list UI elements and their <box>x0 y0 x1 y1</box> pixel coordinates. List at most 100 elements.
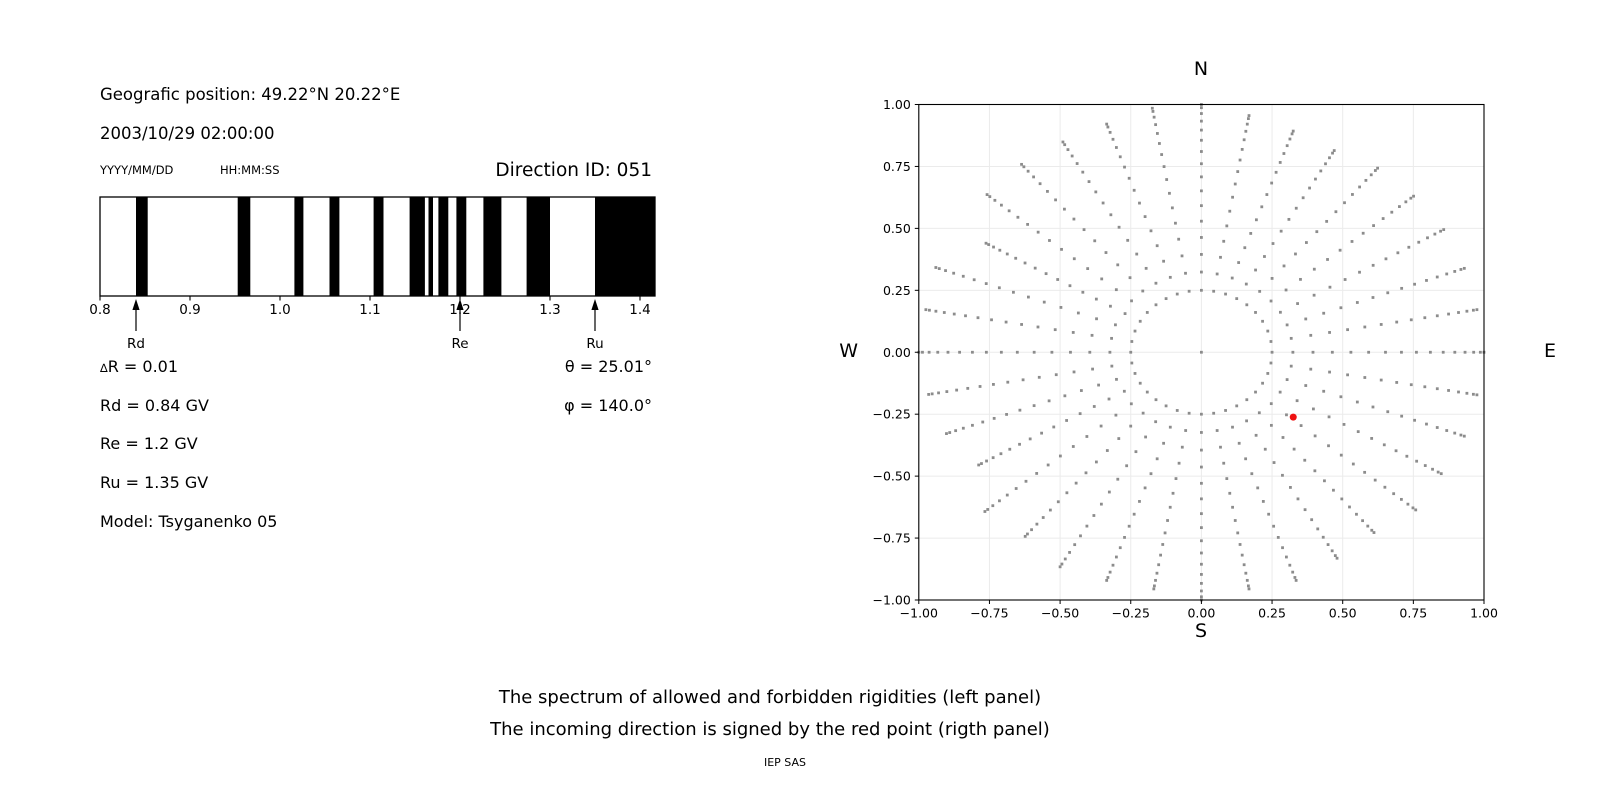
grid-dot <box>1330 350 1334 354</box>
grid-dot <box>1008 447 1012 451</box>
grid-dot <box>1303 508 1307 512</box>
grid-dot <box>1333 554 1337 558</box>
grid-dot <box>1406 502 1410 506</box>
grid-dot <box>1343 278 1347 281</box>
grid-dot <box>1054 198 1057 202</box>
grid-dot <box>1335 556 1339 560</box>
grid-dot <box>1222 461 1226 465</box>
grid-dot <box>1123 312 1127 316</box>
grid-dot <box>1111 563 1115 567</box>
grid-dot <box>1382 443 1386 447</box>
y-tick-label: −1.00 <box>872 593 910 608</box>
grid-dot <box>1270 277 1274 280</box>
grid-dot <box>1471 308 1475 312</box>
grid-dot <box>1279 229 1283 233</box>
grid-dot <box>1082 228 1086 232</box>
grid-dot <box>1069 350 1072 354</box>
grid-dot <box>1063 394 1067 398</box>
grid-dot <box>1373 478 1377 482</box>
allowed-band <box>594 197 655 296</box>
grid-dot <box>1260 205 1264 209</box>
cutoff-arrow-head <box>132 299 140 310</box>
grid-dot <box>992 382 995 386</box>
grid-dot <box>1331 151 1334 155</box>
grid-dot <box>1339 453 1343 457</box>
grid-dot <box>1425 422 1428 426</box>
grid-dot <box>1465 309 1469 313</box>
grid-dot <box>1413 418 1416 422</box>
grid-dot <box>1212 289 1216 293</box>
grid-dot <box>1299 277 1302 281</box>
y-tick-label: −0.50 <box>872 469 910 484</box>
grid-dot <box>958 350 961 354</box>
grid-dot <box>1304 317 1308 321</box>
grid-dot <box>1078 412 1082 416</box>
grid-dot <box>1200 253 1203 256</box>
grid-dot <box>1271 242 1275 245</box>
grid-dot <box>1447 312 1450 316</box>
grid-dot <box>1231 195 1234 199</box>
grid-dot <box>1200 539 1203 543</box>
grid-dot <box>1149 472 1153 476</box>
grid-dot <box>1414 508 1418 512</box>
grid-dot <box>1005 493 1009 497</box>
grid-dot <box>1074 481 1078 485</box>
grid-dot <box>1426 236 1429 240</box>
grid-dot <box>1361 231 1365 235</box>
grid-dot <box>1105 122 1109 126</box>
grid-dot <box>934 309 938 313</box>
grid-dot <box>1038 182 1042 186</box>
grid-dot <box>955 388 959 392</box>
grid-dot <box>1149 229 1153 233</box>
grid-dot <box>1129 424 1133 428</box>
grid-dot <box>1020 323 1023 326</box>
grid-dot <box>980 462 983 465</box>
grid-dot <box>1118 155 1122 159</box>
grid-dot <box>1384 350 1387 354</box>
grid-dot <box>1315 230 1319 234</box>
grid-dot <box>972 278 976 282</box>
grid-dot <box>1282 264 1286 268</box>
grid-dot <box>1166 519 1169 522</box>
grid-dot <box>991 504 995 508</box>
grid-dot <box>1284 288 1288 292</box>
grid-dot <box>1015 350 1019 354</box>
grid-dot <box>1372 531 1376 534</box>
grid-dot <box>1447 389 1450 392</box>
grid-dot <box>1079 534 1082 538</box>
grid-dot <box>1376 166 1380 170</box>
grid-dot <box>1094 190 1098 194</box>
grid-dot <box>988 195 992 199</box>
grid-dot <box>1442 228 1446 232</box>
grid-dot <box>1200 512 1203 516</box>
grid-dot <box>1237 261 1241 264</box>
compass-south-label: S <box>1194 620 1208 642</box>
grid-dot <box>991 456 995 460</box>
grid-dot <box>1462 434 1466 438</box>
y-tick-label: 0.75 <box>883 159 911 174</box>
grid-dot <box>1313 434 1317 438</box>
compass-west-label: W <box>839 340 858 362</box>
grid-dot <box>1026 223 1030 226</box>
cutoff-marker-label: Ru <box>586 336 603 352</box>
grid-dot <box>1110 364 1114 368</box>
grid-dot <box>1346 328 1349 332</box>
cutoff-arrow-head <box>591 299 599 310</box>
grid-dot <box>1141 289 1145 293</box>
grid-dot <box>1144 266 1148 270</box>
grid-dot <box>1453 431 1457 435</box>
grid-dot <box>1319 169 1323 173</box>
grid-dot <box>1371 296 1375 299</box>
grid-dot <box>1379 323 1383 326</box>
grid-dot <box>937 267 941 271</box>
grid-dot <box>1063 207 1066 211</box>
grid-dot <box>1350 240 1354 243</box>
grid-dot <box>1018 408 1022 412</box>
grid-dot <box>1005 413 1008 416</box>
grid-dot <box>1428 350 1432 354</box>
grid-dot <box>987 243 991 246</box>
grid-dot <box>1409 318 1413 322</box>
grid-dot <box>1070 154 1074 158</box>
grid-dot <box>1128 276 1132 280</box>
grid-dot <box>1228 209 1232 213</box>
